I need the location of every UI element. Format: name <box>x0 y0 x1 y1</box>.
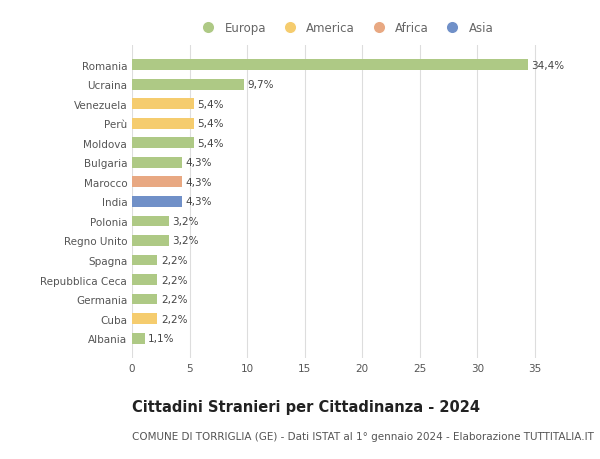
Bar <box>132 157 182 168</box>
Text: 5,4%: 5,4% <box>197 119 224 129</box>
Bar <box>132 274 157 285</box>
Bar <box>132 235 169 246</box>
Bar <box>132 196 182 207</box>
Bar <box>132 294 157 305</box>
Text: COMUNE DI TORRIGLIA (GE) - Dati ISTAT al 1° gennaio 2024 - Elaborazione TUTTITAL: COMUNE DI TORRIGLIA (GE) - Dati ISTAT al… <box>132 431 594 442</box>
Bar <box>132 138 194 149</box>
Text: 2,2%: 2,2% <box>161 256 187 265</box>
Text: 3,2%: 3,2% <box>172 217 199 226</box>
Bar <box>132 216 169 227</box>
Bar <box>132 177 182 188</box>
Bar <box>132 118 194 129</box>
Bar <box>132 333 145 344</box>
Legend: Europa, America, Africa, Asia: Europa, America, Africa, Asia <box>191 17 499 40</box>
Text: 3,2%: 3,2% <box>172 236 199 246</box>
Text: 1,1%: 1,1% <box>148 334 175 343</box>
Text: 2,2%: 2,2% <box>161 314 187 324</box>
Text: 4,3%: 4,3% <box>185 178 211 187</box>
Text: 2,2%: 2,2% <box>161 295 187 304</box>
Text: 4,3%: 4,3% <box>185 158 211 168</box>
Bar <box>132 99 194 110</box>
Text: Cittadini Stranieri per Cittadinanza - 2024: Cittadini Stranieri per Cittadinanza - 2… <box>132 399 480 414</box>
Text: 9,7%: 9,7% <box>247 80 274 90</box>
Bar <box>132 313 157 325</box>
Text: 2,2%: 2,2% <box>161 275 187 285</box>
Bar <box>132 255 157 266</box>
Bar <box>132 79 244 90</box>
Text: 34,4%: 34,4% <box>532 61 565 70</box>
Text: 4,3%: 4,3% <box>185 197 211 207</box>
Text: 5,4%: 5,4% <box>197 100 224 109</box>
Bar <box>132 60 528 71</box>
Text: 5,4%: 5,4% <box>197 139 224 148</box>
